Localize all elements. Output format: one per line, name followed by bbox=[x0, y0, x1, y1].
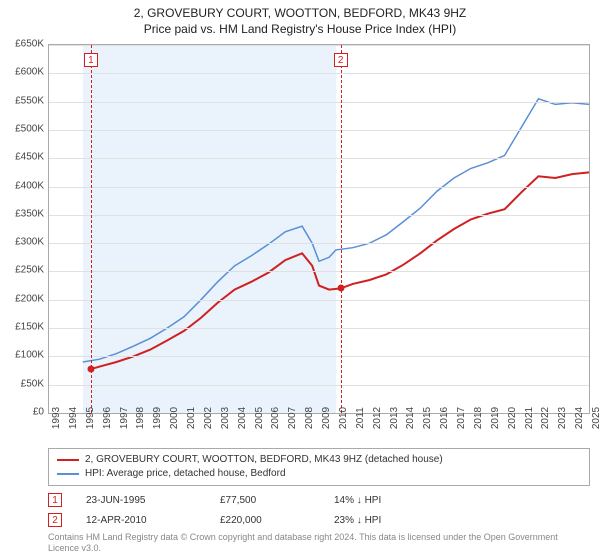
transaction-delta: 23% ↓ HPI bbox=[334, 515, 434, 526]
x-axis-label: 2011 bbox=[355, 407, 366, 429]
marker-dot bbox=[337, 285, 344, 292]
legend: 2, GROVEBURY COURT, WOOTTON, BEDFORD, MK… bbox=[48, 448, 590, 486]
chart-header: 2, GROVEBURY COURT, WOOTTON, BEDFORD, MK… bbox=[0, 0, 600, 36]
table-row: 1 23-JUN-1995 £77,500 14% ↓ HPI bbox=[48, 490, 590, 510]
gridline bbox=[49, 300, 589, 301]
gridline bbox=[49, 102, 589, 103]
x-axis-label: 2007 bbox=[287, 407, 298, 429]
x-axis-label: 2018 bbox=[473, 407, 484, 429]
x-axis-label: 1999 bbox=[152, 407, 163, 429]
x-axis-label: 2019 bbox=[490, 407, 501, 429]
x-axis-label: 2001 bbox=[186, 407, 197, 429]
y-axis-label: £150K bbox=[0, 322, 44, 333]
chart-subtitle: Price paid vs. HM Land Registry's House … bbox=[0, 22, 600, 36]
y-axis-label: £50K bbox=[0, 378, 44, 389]
x-axis-label: 1997 bbox=[119, 407, 130, 429]
gridline bbox=[49, 130, 589, 131]
gridline bbox=[49, 45, 589, 46]
y-axis-label: £600K bbox=[0, 67, 44, 78]
x-axis-label: 1994 bbox=[68, 407, 79, 429]
x-axis-label: 2012 bbox=[372, 407, 383, 429]
y-axis-label: £100K bbox=[0, 350, 44, 361]
series-line-hpi bbox=[83, 99, 589, 362]
gridline bbox=[49, 158, 589, 159]
chart-title: 2, GROVEBURY COURT, WOOTTON, BEDFORD, MK… bbox=[0, 6, 600, 20]
legend-item-hpi: HPI: Average price, detached house, Bedf… bbox=[57, 467, 581, 481]
y-axis-label: £350K bbox=[0, 208, 44, 219]
marker-badge: 1 bbox=[84, 53, 98, 67]
gridline bbox=[49, 271, 589, 272]
transaction-delta: 14% ↓ HPI bbox=[334, 495, 434, 506]
x-axis-label: 2020 bbox=[507, 407, 518, 429]
x-axis-label: 2025 bbox=[591, 407, 600, 429]
marker-line bbox=[91, 45, 92, 413]
gridline bbox=[49, 328, 589, 329]
gridline bbox=[49, 385, 589, 386]
x-axis-label: 2010 bbox=[338, 407, 349, 429]
gridline bbox=[49, 356, 589, 357]
x-axis-label: 2013 bbox=[389, 407, 400, 429]
legend-swatch bbox=[57, 459, 79, 461]
transaction-price: £77,500 bbox=[220, 495, 310, 506]
y-axis-label: £300K bbox=[0, 237, 44, 248]
x-axis-label: 2022 bbox=[540, 407, 551, 429]
x-axis-label: 2016 bbox=[439, 407, 450, 429]
x-axis-label: 1996 bbox=[102, 407, 113, 429]
chart-area: 12 £0£50K£100K£150K£200K£250K£300K£350K£… bbox=[48, 44, 590, 414]
x-axis-label: 2005 bbox=[254, 407, 265, 429]
x-axis-label: 2021 bbox=[524, 407, 535, 429]
x-axis-label: 2008 bbox=[304, 407, 315, 429]
legend-label: 2, GROVEBURY COURT, WOOTTON, BEDFORD, MK… bbox=[85, 453, 443, 467]
x-axis-label: 2003 bbox=[220, 407, 231, 429]
gridline bbox=[49, 187, 589, 188]
transaction-date: 12-APR-2010 bbox=[86, 515, 196, 526]
y-axis-label: £200K bbox=[0, 293, 44, 304]
table-row: 2 12-APR-2010 £220,000 23% ↓ HPI bbox=[48, 510, 590, 530]
x-axis-label: 1998 bbox=[135, 407, 146, 429]
y-axis-label: £550K bbox=[0, 95, 44, 106]
transaction-price: £220,000 bbox=[220, 515, 310, 526]
transactions-table: 1 23-JUN-1995 £77,500 14% ↓ HPI 2 12-APR… bbox=[48, 490, 590, 530]
legend-swatch bbox=[57, 473, 79, 475]
marker-line bbox=[341, 45, 342, 413]
transaction-date: 23-JUN-1995 bbox=[86, 495, 196, 506]
legend-label: HPI: Average price, detached house, Bedf… bbox=[85, 467, 286, 481]
x-axis-label: 2000 bbox=[169, 407, 180, 429]
y-axis-label: £650K bbox=[0, 39, 44, 50]
x-axis-label: 2014 bbox=[405, 407, 416, 429]
x-axis-label: 2015 bbox=[422, 407, 433, 429]
transaction-badge: 1 bbox=[48, 493, 62, 507]
x-axis-label: 2002 bbox=[203, 407, 214, 429]
y-axis-label: £450K bbox=[0, 152, 44, 163]
y-axis-label: £500K bbox=[0, 123, 44, 134]
x-axis-label: 1993 bbox=[51, 407, 62, 429]
x-axis-label: 2009 bbox=[321, 407, 332, 429]
gridline bbox=[49, 73, 589, 74]
x-axis-label: 2004 bbox=[237, 407, 248, 429]
y-axis-label: £250K bbox=[0, 265, 44, 276]
x-axis-label: 2006 bbox=[270, 407, 281, 429]
x-axis-label: 2017 bbox=[456, 407, 467, 429]
plot-region: 12 bbox=[48, 44, 590, 414]
legend-item-price-paid: 2, GROVEBURY COURT, WOOTTON, BEDFORD, MK… bbox=[57, 453, 581, 467]
gridline bbox=[49, 215, 589, 216]
x-axis-label: 1995 bbox=[85, 407, 96, 429]
y-axis-label: £0 bbox=[0, 407, 44, 418]
marker-dot bbox=[87, 366, 94, 373]
transaction-badge: 2 bbox=[48, 513, 62, 527]
marker-badge: 2 bbox=[334, 53, 348, 67]
footer-attribution: Contains HM Land Registry data © Crown c… bbox=[48, 532, 590, 554]
y-axis-label: £400K bbox=[0, 180, 44, 191]
x-axis-label: 2024 bbox=[574, 407, 585, 429]
gridline bbox=[49, 243, 589, 244]
x-axis-label: 2023 bbox=[557, 407, 568, 429]
